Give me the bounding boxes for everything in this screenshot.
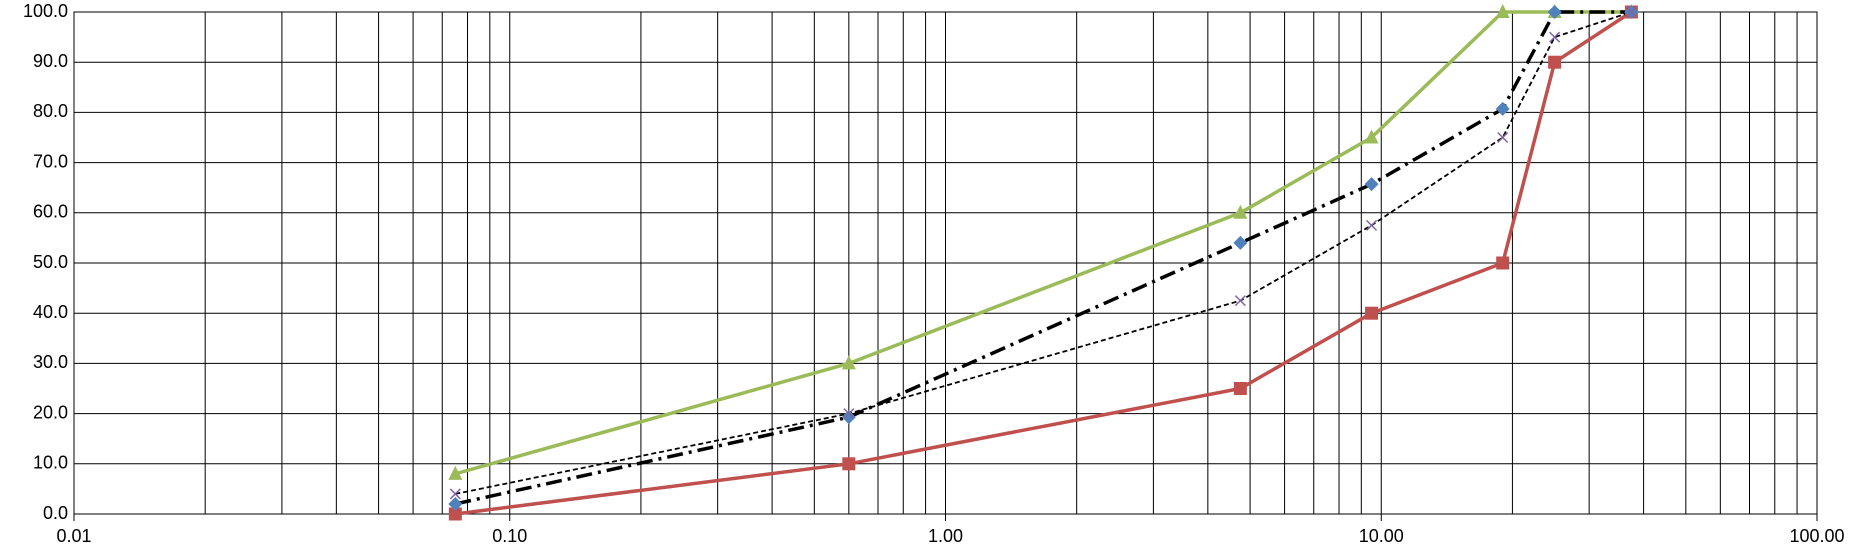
marker bbox=[843, 408, 855, 420]
marker bbox=[1547, 5, 1562, 19]
series-line bbox=[455, 11, 1632, 495]
y-tick-label: 10.0 bbox=[33, 453, 68, 473]
x-tick-label: 0.01 bbox=[56, 526, 91, 546]
y-tick-label: 60.0 bbox=[33, 202, 68, 222]
y-tick-label: 80.0 bbox=[33, 101, 68, 121]
marker bbox=[1364, 177, 1379, 192]
y-tick-label: 20.0 bbox=[33, 402, 68, 422]
y-tick-label: 30.0 bbox=[33, 352, 68, 372]
marker bbox=[1233, 204, 1248, 219]
marker bbox=[842, 457, 856, 471]
y-tick-label: 40.0 bbox=[33, 302, 68, 322]
marker bbox=[1625, 6, 1637, 18]
x-tick-label: 0.10 bbox=[492, 526, 527, 546]
marker bbox=[1548, 55, 1562, 69]
marker bbox=[1497, 131, 1509, 144]
y-tick-label: 70.0 bbox=[33, 151, 68, 171]
marker bbox=[1549, 31, 1561, 43]
marker bbox=[448, 496, 463, 511]
plot-frame bbox=[73, 11, 1818, 515]
marker bbox=[1364, 129, 1379, 144]
marker bbox=[1495, 4, 1510, 18]
marker bbox=[1365, 306, 1379, 320]
y-tick-label: 0.0 bbox=[43, 503, 68, 523]
x-tick-label: 10.00 bbox=[1359, 526, 1404, 546]
y-tick-label: 50.0 bbox=[33, 252, 68, 272]
marker bbox=[841, 410, 856, 425]
marker bbox=[1495, 101, 1510, 116]
marker bbox=[448, 507, 462, 521]
y-tick-label: 100.0 bbox=[23, 1, 68, 21]
x-tick-label: 100.00 bbox=[1789, 526, 1844, 546]
marker bbox=[841, 355, 856, 370]
series-line bbox=[454, 10, 1632, 506]
series-line bbox=[454, 10, 1632, 476]
marker bbox=[1496, 256, 1510, 270]
marker bbox=[1234, 295, 1246, 307]
marker bbox=[1233, 382, 1247, 395]
y-tick-label: 90.0 bbox=[33, 51, 68, 71]
marker bbox=[448, 465, 463, 480]
marker bbox=[1233, 235, 1248, 250]
marker bbox=[1366, 219, 1378, 231]
marker bbox=[449, 488, 461, 500]
x-tick-label: 1.00 bbox=[928, 526, 963, 546]
